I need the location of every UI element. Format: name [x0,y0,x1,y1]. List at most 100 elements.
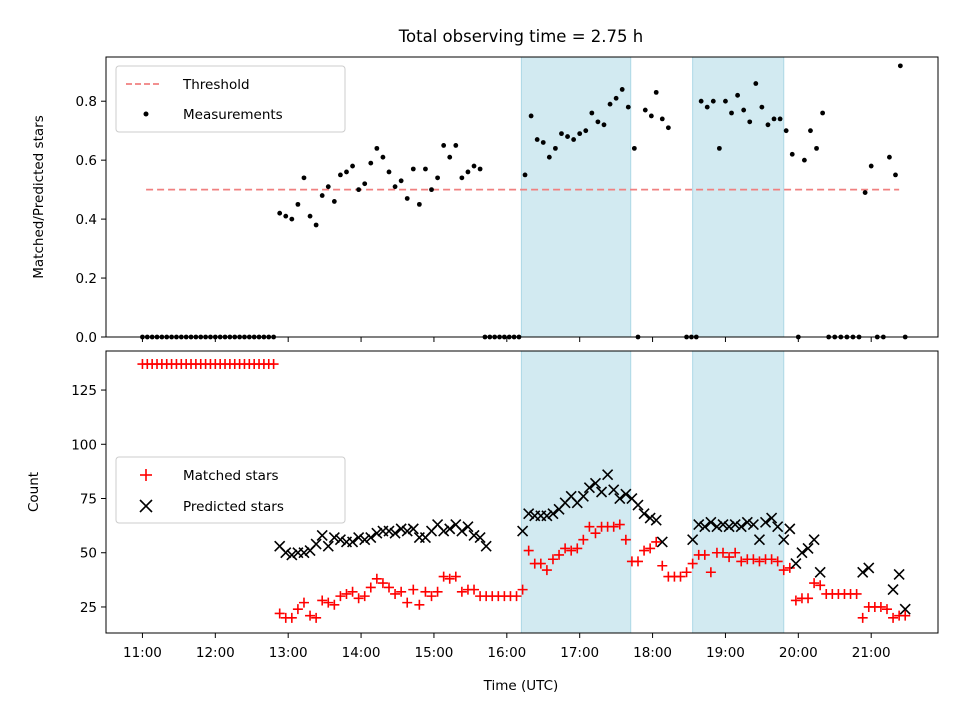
x-tick-label: 20:00 [779,645,818,661]
measurement-point [289,216,295,222]
predicted-star-marker [298,547,310,559]
y-tick-label: 25 [80,600,97,616]
matched-star-marker [900,610,911,621]
predicted-star-marker [407,523,419,535]
x-tick-label: 18:00 [633,645,672,661]
measurement-point [653,89,659,95]
predicted-star-marker [644,512,656,524]
predicted-star-marker [741,516,753,528]
shaded-span [692,350,785,634]
measurement-point [338,172,343,178]
matched-star-marker [875,601,886,612]
predicted-star-marker [899,603,911,615]
predicted-star-marker [322,540,334,552]
measurement-point [710,98,716,104]
measurement-point [729,110,734,116]
measurement-point [589,110,595,116]
predicted-star-marker [772,521,784,533]
predicted-star-marker [808,534,820,546]
predicted-legend-label: Predicted stars [183,499,284,515]
matched-star-marker [377,578,388,589]
matched-star-marker [298,597,309,608]
matched-star-marker [268,359,279,370]
measurement-point [897,63,903,69]
predicted-star-marker [747,518,759,531]
matched-star-marker [754,556,765,567]
matched-star-marker [790,595,801,606]
matched-star-marker [517,584,528,595]
measurement-point [546,154,552,160]
x-tick-label: 13:00 [269,645,308,661]
measurement-point [447,154,453,160]
measurement-point [665,125,671,131]
predicted-star-marker [365,531,377,544]
predicted-star-marker [444,523,456,535]
measurement-point [659,116,665,122]
measurement-point [404,196,410,201]
predicted-star-marker [353,531,365,544]
predicted-star-marker [650,514,662,526]
top-plot-frame [105,56,939,338]
matched-star-marker [396,586,407,597]
measurement-point [631,145,637,151]
matched-star-marker [584,521,595,532]
measurement-point [595,119,601,125]
predicted-star-marker [517,525,529,537]
measurement-point [392,184,398,190]
measurement-point [601,122,607,128]
measurement-point [471,163,477,169]
chart-title: Total observing time = 2.75 h [398,27,643,46]
measurement-point [753,81,759,86]
measurement-point [380,154,386,160]
measurement-point [571,137,577,142]
top-legend: Threshold Measurements [115,65,346,133]
matched-star-marker [347,586,358,597]
top-legend-box [115,65,346,133]
matched-star-marker [888,612,899,623]
matched-star-marker [681,567,692,578]
measurement-point [374,145,380,151]
measurement-point [453,143,459,148]
predicted-star-marker [334,534,346,546]
x-tick-label: 14:00 [342,645,381,661]
measurement-point [783,128,789,134]
matched-star-marker [718,547,729,558]
measurement-point [559,131,564,137]
measurement-point [386,169,392,175]
predicted-star-marker [620,488,632,500]
top-panel: 0.00.20.40.60.8 Matched/Predicted stars … [31,56,939,346]
matched-star-marker [803,593,814,604]
matched-star-marker [724,552,735,563]
bottom-plot-frame [105,350,939,634]
x-tick-label: 21:00 [852,645,891,661]
matched-star-marker [523,545,534,556]
matched-star-marker [766,554,777,565]
matched-star-marker [371,573,382,584]
bottom-y-axis: 25 50 75 100 125 [71,383,106,616]
predicted-star-marker [893,568,905,580]
matched-star-marker [317,595,328,606]
predicted-star-marker [541,510,553,522]
predicted-star-marker [280,547,292,559]
matched-star-marker [384,582,395,593]
predicted-star-marker [723,521,735,533]
predicted-star-marker [693,518,705,531]
predicted-star-marker [462,521,474,533]
matched-star-marker [390,588,401,599]
measurement-point [477,166,483,172]
measurement-point [319,193,325,198]
measurement-point [362,181,368,187]
matched-star-marker [730,547,741,558]
measurement-point [368,160,374,166]
matched-star-marker [341,588,352,599]
x-tick-label: 19:00 [706,645,745,661]
y-tick-label: 0.6 [76,153,97,169]
predicted-star-marker [438,525,450,537]
predicted-star-marker [784,523,796,535]
measurement-point [429,187,434,193]
matched-star-marker [784,562,795,573]
matched-star-marker [736,556,747,567]
matched-star-marker [286,612,297,623]
matched-legend-label: Matched stars [183,468,279,484]
bottom-legend-box [115,456,346,524]
